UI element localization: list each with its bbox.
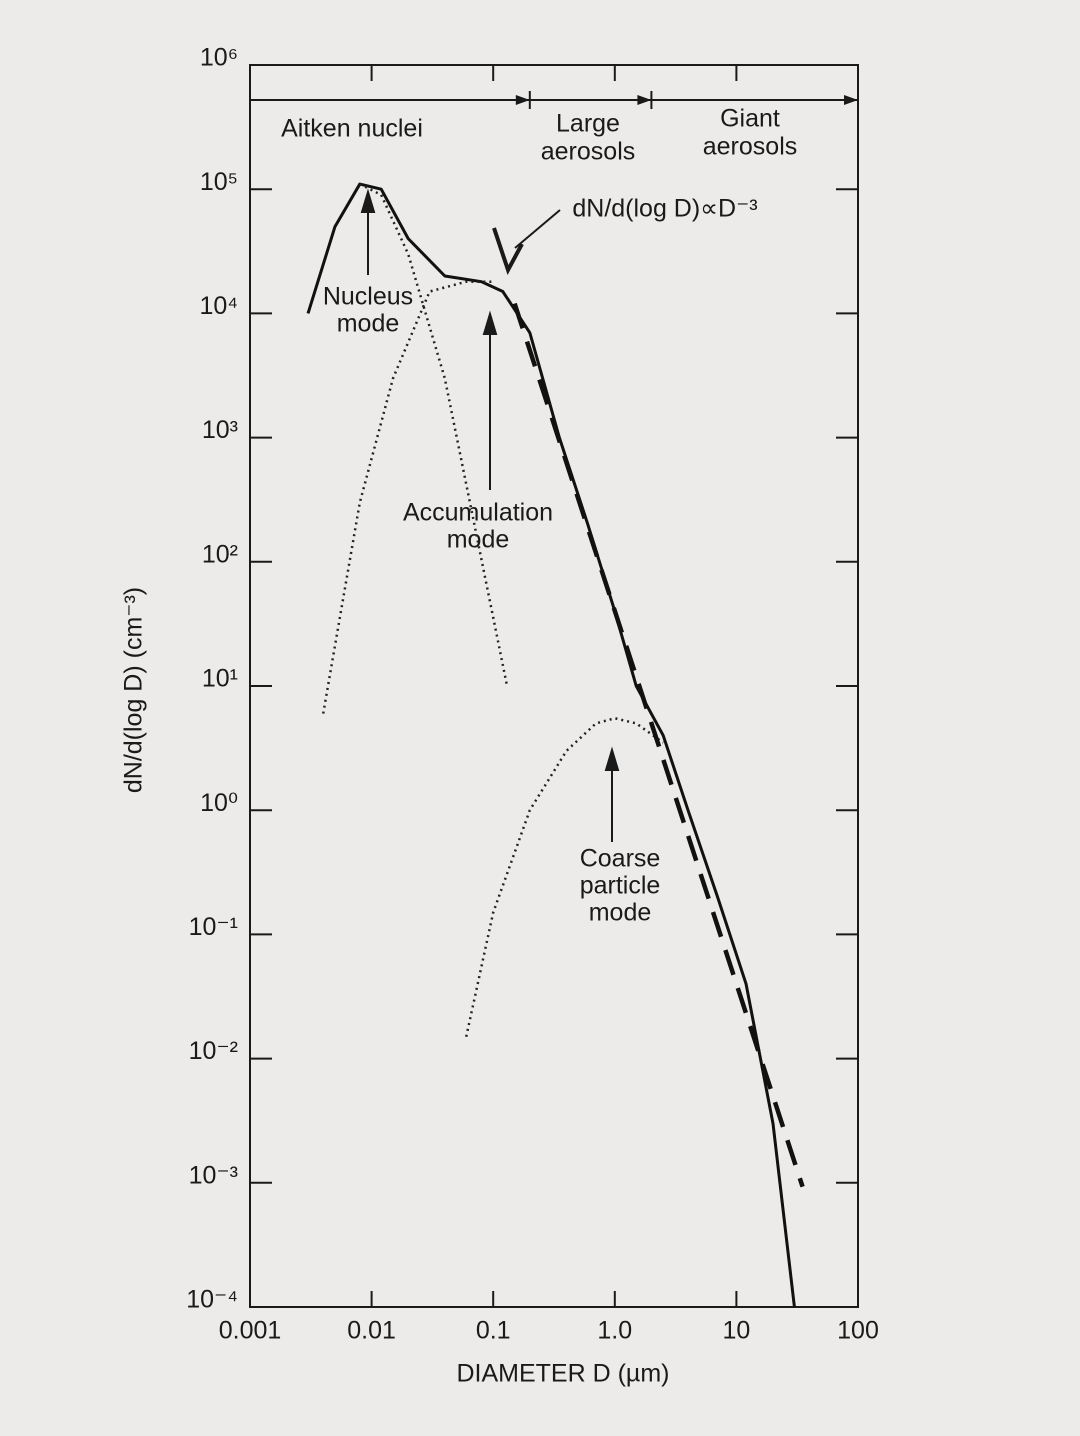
x-tick-label: 0.01 [347,1317,396,1345]
y-tick-label: 10³ [202,416,238,444]
annotation: mode [589,899,652,927]
annotation: particle [580,872,661,900]
series-line [465,716,664,1037]
x-tick-label: 10 [722,1317,750,1345]
y-tick-label: 10² [202,540,238,568]
y-tick-label: 10⁻³ [189,1161,238,1189]
region-arrow [515,95,530,105]
arrows [360,188,620,842]
x-tick-label: 0.1 [476,1317,511,1345]
annotation: mode [447,526,510,554]
y-tick-label: 10⁰ [200,789,238,817]
arrow-head [360,188,376,213]
arrow-head [604,746,620,771]
y-tick-label: 10⁴ [199,292,238,320]
region-label: Aitken nuclei [281,115,423,143]
plot-frame [249,64,859,1308]
region-arrow [844,95,858,105]
arrow-head [482,310,498,335]
series-line [512,302,805,1188]
annotation: dN/d(log D)∝D⁻³ [572,195,757,223]
series-line [321,280,494,714]
annotation: Coarse [580,845,661,873]
annotation: Accumulation [403,499,553,527]
region-label: Large [556,110,620,138]
x-tick-label: 0.001 [219,1317,282,1345]
annotation: Nucleus [323,283,413,311]
x-axis-label: DIAMETER D (µm) [456,1360,669,1388]
series-line [359,182,509,687]
y-tick-label: 10⁻¹ [189,913,238,941]
pointer-v [492,227,524,276]
region-label: Giant [720,105,780,133]
y-tick-label: 10⁵ [200,168,238,196]
region-label: aerosols [703,133,798,161]
region-label: aerosols [541,138,636,166]
y-tick-label: 10⁻² [189,1037,238,1065]
x-tick-label: 1.0 [597,1317,632,1345]
x-tick-label: 100 [837,1317,879,1345]
y-tick-label: 10⁶ [200,44,238,72]
annotation: mode [337,310,400,338]
series-line [306,182,796,1308]
pointer-line [514,209,561,249]
y-tick-label: 10⁻⁴ [186,1286,238,1314]
y-axis-label: dN/d(log D) (cm⁻³) [120,587,148,793]
y-tick-label: 10¹ [202,665,238,693]
region-arrow [637,95,652,105]
